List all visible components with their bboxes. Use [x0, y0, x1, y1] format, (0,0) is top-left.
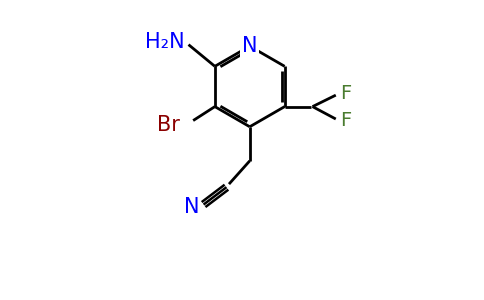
Text: Br: Br	[157, 115, 180, 135]
Text: H₂N: H₂N	[145, 32, 184, 52]
Text: N: N	[242, 36, 257, 56]
Text: F: F	[340, 84, 352, 103]
Text: N: N	[184, 197, 199, 217]
Text: F: F	[340, 111, 352, 130]
